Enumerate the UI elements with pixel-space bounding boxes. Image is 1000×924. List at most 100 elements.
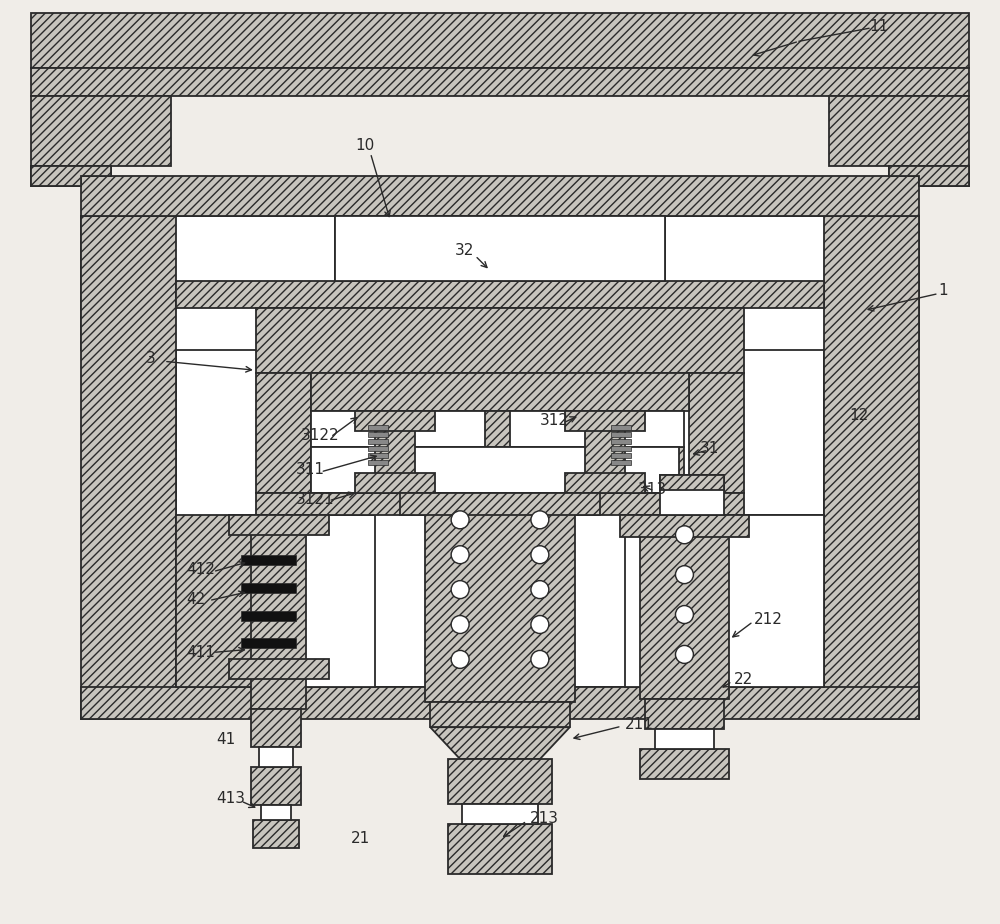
Polygon shape [889, 166, 969, 186]
Polygon shape [630, 515, 744, 687]
Polygon shape [640, 515, 729, 699]
Polygon shape [744, 515, 824, 687]
Polygon shape [611, 425, 631, 430]
Polygon shape [229, 660, 329, 679]
Circle shape [451, 615, 469, 634]
Polygon shape [585, 411, 625, 492]
Polygon shape [355, 473, 435, 492]
Text: 31: 31 [699, 441, 719, 456]
Text: 21: 21 [350, 832, 370, 846]
Polygon shape [368, 446, 388, 451]
Polygon shape [251, 767, 301, 805]
Circle shape [451, 650, 469, 668]
Text: 313: 313 [638, 482, 667, 497]
Circle shape [451, 511, 469, 529]
Polygon shape [311, 373, 689, 411]
Text: 11: 11 [869, 18, 888, 34]
Polygon shape [241, 638, 296, 649]
Polygon shape [600, 447, 679, 492]
Polygon shape [31, 68, 969, 96]
Polygon shape [390, 411, 610, 447]
Polygon shape [261, 805, 291, 820]
Polygon shape [655, 729, 714, 749]
Polygon shape [31, 166, 111, 186]
Text: 1: 1 [939, 283, 948, 298]
Polygon shape [311, 447, 390, 492]
Polygon shape [611, 453, 631, 458]
Text: 3122: 3122 [301, 428, 339, 443]
Circle shape [451, 546, 469, 564]
Polygon shape [448, 824, 552, 874]
Text: 311: 311 [296, 463, 325, 478]
Polygon shape [448, 760, 552, 804]
Polygon shape [611, 439, 631, 444]
Polygon shape [368, 425, 388, 430]
Text: 3: 3 [146, 351, 156, 366]
Polygon shape [689, 373, 744, 492]
Polygon shape [611, 460, 631, 465]
Polygon shape [251, 710, 301, 748]
Polygon shape [81, 215, 335, 350]
Polygon shape [176, 281, 824, 309]
Polygon shape [645, 699, 724, 729]
Polygon shape [241, 611, 296, 621]
Circle shape [451, 580, 469, 599]
Polygon shape [665, 215, 919, 350]
Text: 22: 22 [734, 672, 754, 687]
Polygon shape [256, 373, 311, 492]
Polygon shape [889, 166, 969, 186]
Circle shape [531, 511, 549, 529]
Polygon shape [611, 432, 631, 437]
Text: 211: 211 [625, 717, 653, 732]
Polygon shape [31, 166, 111, 186]
Polygon shape [425, 492, 575, 702]
Text: 32: 32 [455, 243, 475, 258]
Text: 412: 412 [186, 562, 215, 578]
Polygon shape [368, 439, 388, 444]
Polygon shape [31, 96, 171, 176]
Polygon shape [241, 583, 296, 592]
Polygon shape [256, 515, 375, 687]
Polygon shape [81, 215, 176, 719]
Polygon shape [31, 13, 969, 68]
Polygon shape [311, 447, 385, 492]
Text: 411: 411 [186, 645, 215, 660]
Polygon shape [462, 804, 538, 824]
Polygon shape [176, 281, 824, 687]
Polygon shape [368, 453, 388, 458]
Polygon shape [368, 460, 388, 465]
Polygon shape [400, 492, 600, 515]
Polygon shape [335, 215, 665, 281]
Text: 213: 213 [530, 811, 559, 826]
Polygon shape [81, 687, 919, 719]
Polygon shape [824, 215, 919, 719]
Polygon shape [375, 411, 415, 492]
Polygon shape [430, 702, 570, 727]
Polygon shape [176, 515, 256, 687]
Polygon shape [565, 411, 645, 432]
Circle shape [675, 646, 693, 663]
Polygon shape [640, 749, 729, 779]
Polygon shape [256, 309, 744, 373]
Polygon shape [829, 96, 969, 176]
Polygon shape [251, 515, 306, 710]
Text: 42: 42 [186, 592, 205, 607]
Polygon shape [368, 432, 388, 437]
Polygon shape [241, 554, 296, 565]
Polygon shape [256, 515, 370, 687]
Polygon shape [611, 446, 631, 451]
Polygon shape [620, 515, 749, 537]
Text: 12: 12 [849, 407, 868, 422]
Polygon shape [256, 492, 744, 515]
Polygon shape [355, 411, 435, 432]
Polygon shape [311, 411, 485, 447]
Polygon shape [610, 447, 684, 492]
Polygon shape [430, 727, 570, 760]
Text: 413: 413 [216, 792, 245, 807]
Text: 3121: 3121 [296, 492, 334, 507]
Polygon shape [385, 447, 615, 492]
Circle shape [675, 526, 693, 543]
Text: 10: 10 [355, 139, 375, 153]
Text: 212: 212 [754, 612, 783, 627]
Circle shape [675, 605, 693, 624]
